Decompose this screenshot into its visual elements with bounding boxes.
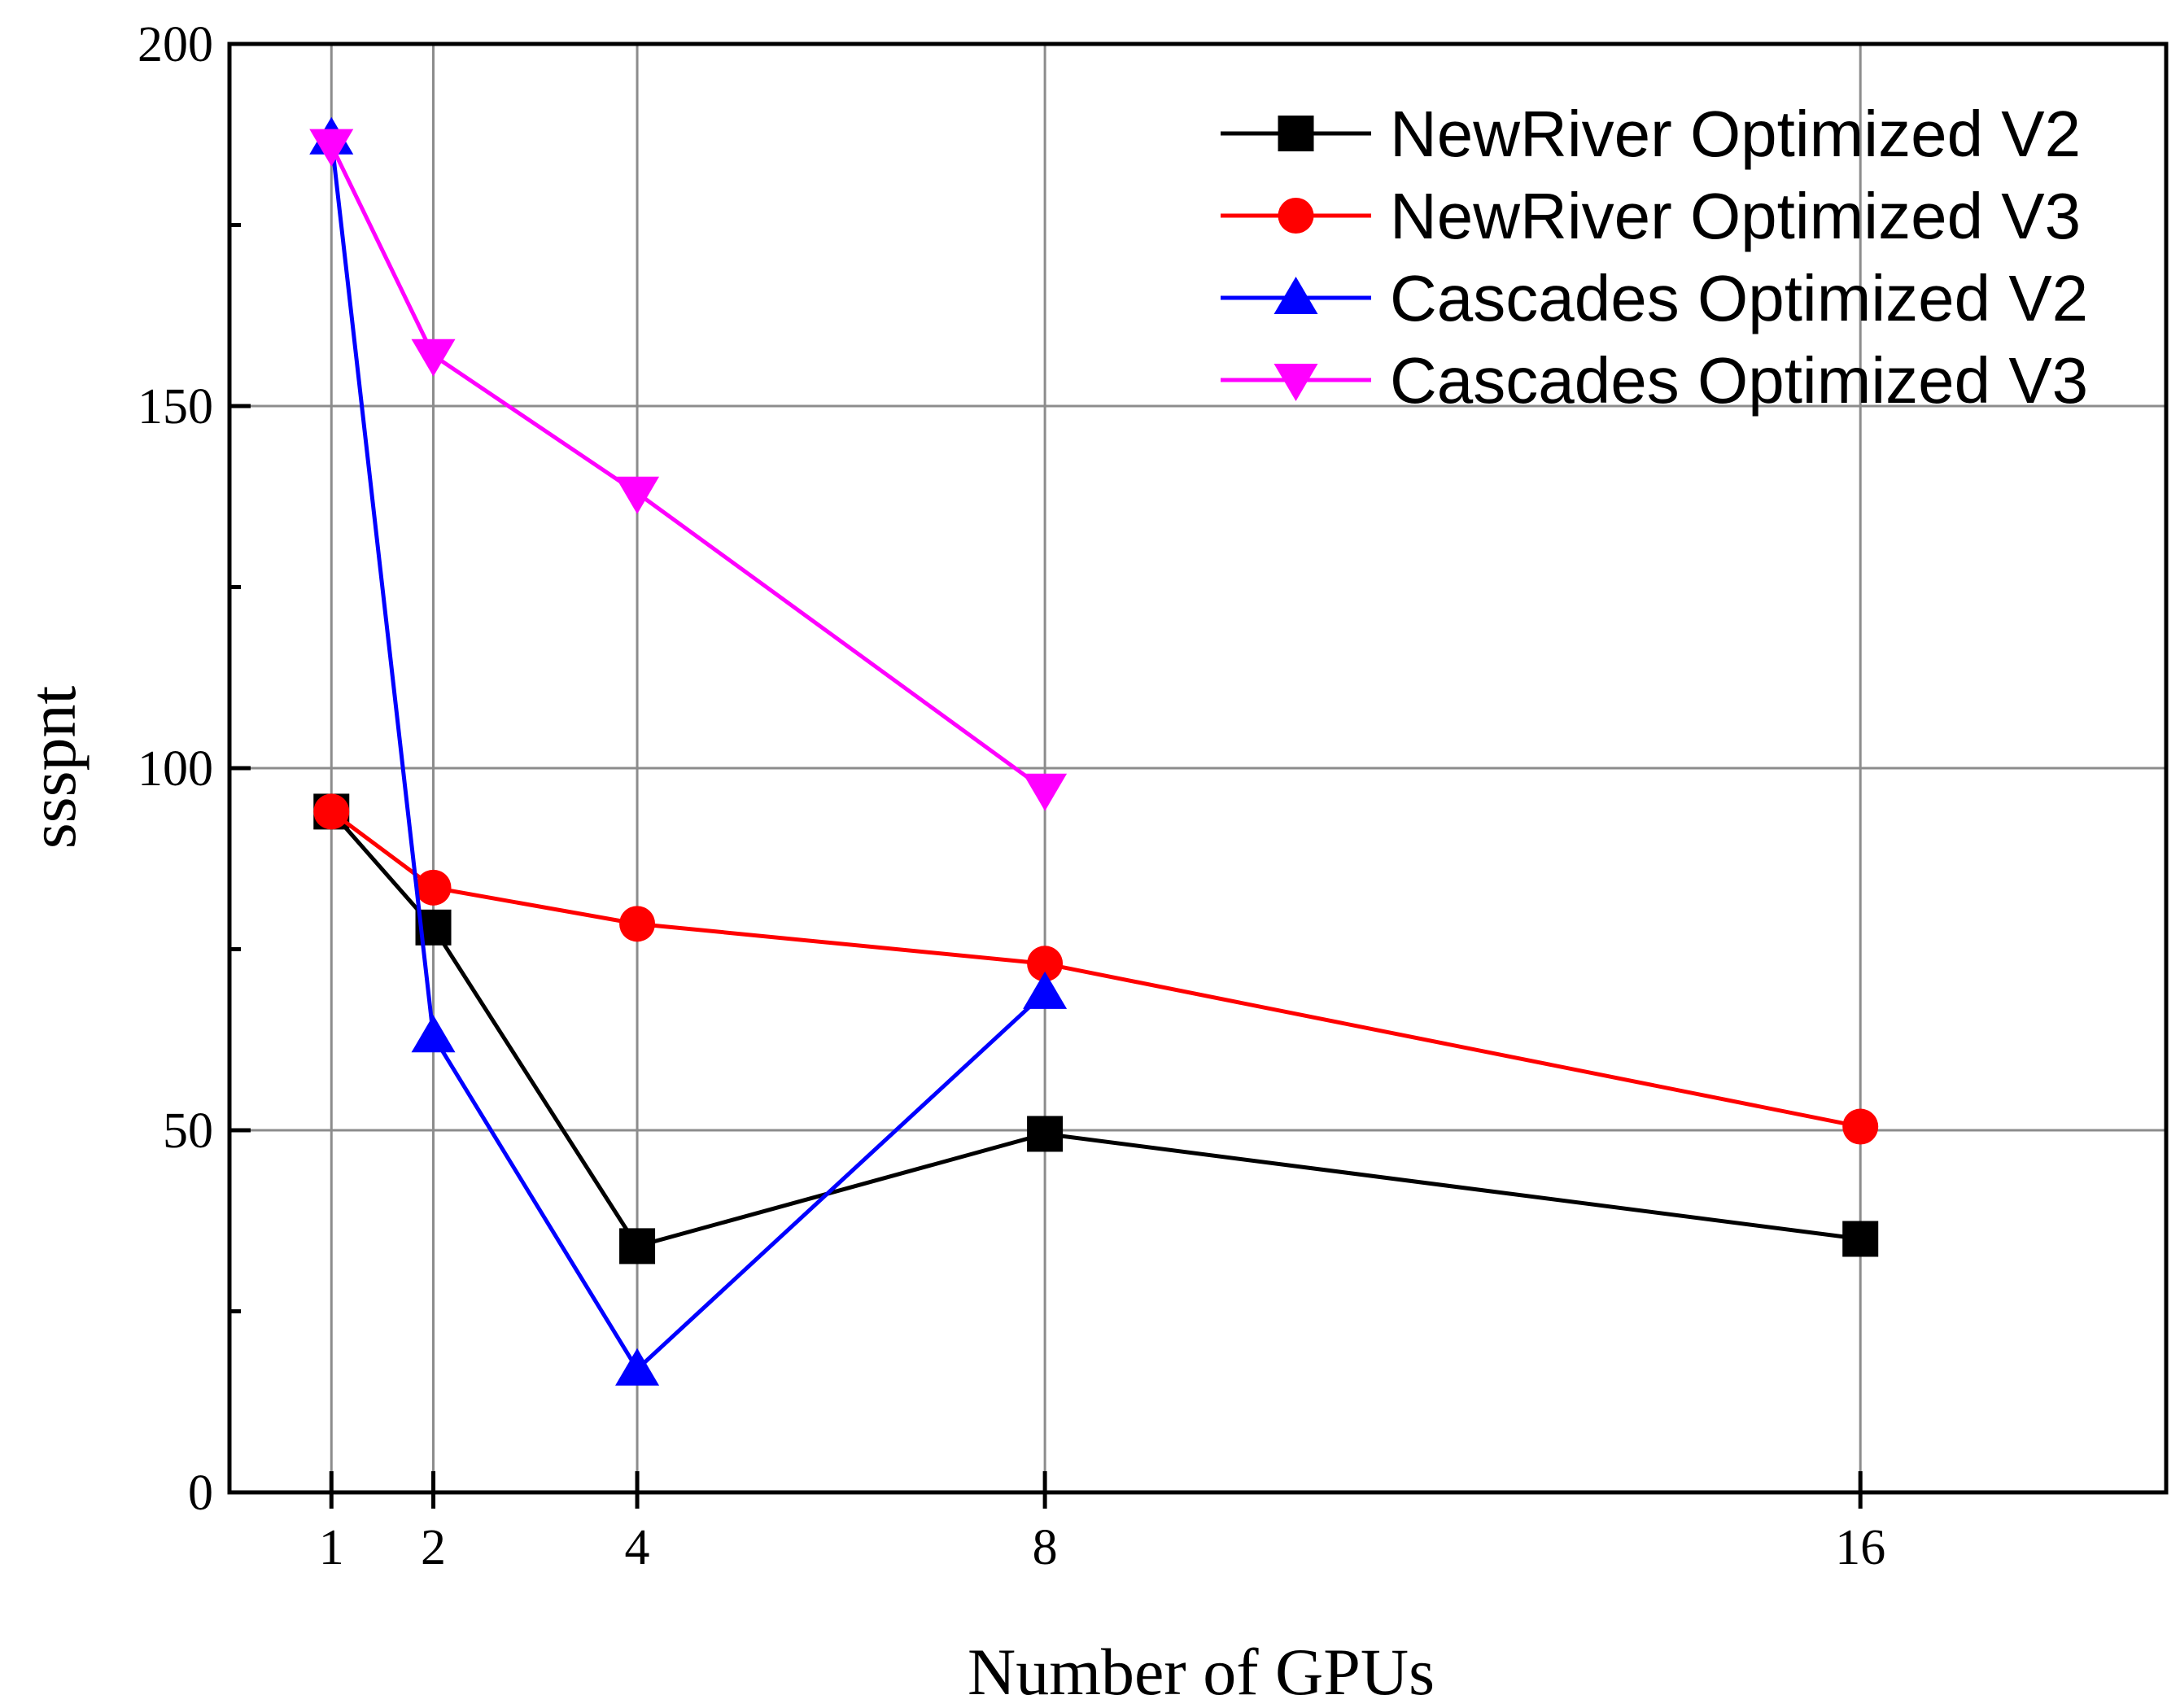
x-tick-label: 2 bbox=[421, 1520, 446, 1575]
data-point bbox=[615, 1348, 660, 1386]
series-1 bbox=[313, 793, 1879, 1265]
legend-marker bbox=[1278, 198, 1314, 234]
data-point bbox=[1023, 971, 1068, 1009]
x-axis: 1 2 4 8 16 bbox=[319, 1471, 1885, 1575]
data-point bbox=[619, 1228, 656, 1265]
x-tick-label: 16 bbox=[1835, 1520, 1885, 1575]
series-line bbox=[330, 810, 1861, 1249]
y-tick-label: 200 bbox=[138, 17, 213, 72]
legend-label: Cascades Optimized V2 bbox=[1390, 262, 2088, 334]
series-3 bbox=[309, 116, 1068, 1386]
legend-item: NewRiver Optimized V3 bbox=[1221, 180, 2081, 252]
series-line bbox=[330, 144, 1046, 792]
data-point bbox=[1842, 1108, 1879, 1145]
data-point bbox=[1027, 1116, 1064, 1152]
data-point bbox=[1023, 773, 1068, 811]
legend-marker bbox=[1273, 277, 1318, 314]
series-line bbox=[329, 138, 1046, 1373]
data-point bbox=[411, 1015, 456, 1053]
data-point bbox=[313, 793, 350, 830]
legend-marker bbox=[1273, 364, 1318, 401]
legend-marker bbox=[1278, 116, 1314, 151]
y-axis: 0 50 100 150 200 bbox=[138, 17, 251, 1521]
legend-item: Cascades Optimized V2 bbox=[1221, 262, 2088, 334]
legend-label: NewRiver Optimized V3 bbox=[1390, 180, 2081, 252]
data-point bbox=[415, 869, 452, 906]
x-tick-label: 1 bbox=[319, 1520, 344, 1575]
data-point bbox=[1842, 1221, 1879, 1257]
y-tick-label: 100 bbox=[138, 741, 213, 797]
legend-item: NewRiver Optimized V2 bbox=[1221, 98, 2081, 170]
series-group bbox=[309, 116, 1879, 1386]
data-point bbox=[615, 476, 660, 514]
grid-lines bbox=[229, 44, 2166, 1492]
y-tick-label: 50 bbox=[163, 1103, 213, 1159]
series-4 bbox=[309, 129, 1068, 811]
x-tick-label: 8 bbox=[1033, 1520, 1058, 1575]
data-point bbox=[1027, 946, 1064, 982]
legend-item: Cascades Optimized V3 bbox=[1221, 344, 2088, 417]
legend-label: Cascades Optimized V3 bbox=[1390, 344, 2088, 417]
x-tick-label: 4 bbox=[625, 1520, 650, 1575]
data-point bbox=[619, 906, 656, 942]
data-point bbox=[411, 339, 456, 377]
series-2 bbox=[313, 793, 1879, 1145]
y-axis-title: ssspnt bbox=[15, 686, 90, 850]
y-tick-label: 150 bbox=[138, 379, 213, 435]
series-line bbox=[330, 810, 1861, 1129]
y-tick-label: 0 bbox=[188, 1466, 213, 1521]
legend-label: NewRiver Optimized V2 bbox=[1390, 98, 2081, 170]
x-axis-title: Number of GPUs bbox=[968, 1635, 1435, 1708]
data-point bbox=[309, 129, 354, 167]
legend: NewRiver Optimized V2 NewRiver Optimized … bbox=[1221, 98, 2088, 417]
